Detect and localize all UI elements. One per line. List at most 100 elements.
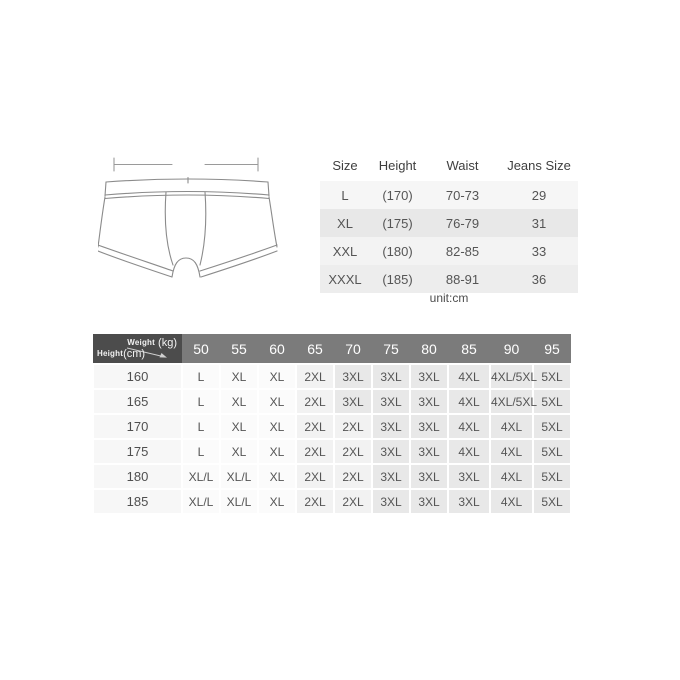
size-cell: 2XL [295,388,335,415]
height-row-label: 170 [92,413,183,440]
size-cell: 4XL [489,438,534,465]
size-cell: 3XL [409,438,449,465]
size-cell: 3XL [371,438,411,465]
corner-height-label: Height(cm) [97,348,146,360]
size-cell: 3XL [409,463,449,490]
col-header-height: Height [370,149,425,181]
size-cell: XL [257,438,297,465]
table-row: XL (175) 76-79 31 [320,209,578,237]
size-cell: 3XL [371,388,411,415]
size-value: XL [320,209,370,237]
jeans-size-value: 36 [500,265,578,293]
size-cell: 2XL [295,363,335,390]
height-weight-size-matrix: Weight (kg) Height(cm) 50 55 60 65 70 75… [92,334,572,515]
table-row: 175 L XL XL 2XL 2XL 3XL 3XL 4XL 4XL 5XL [92,438,572,465]
col-header-waist: Waist [425,149,500,181]
size-cell: 4XL [447,388,491,415]
size-cell: XL [219,363,259,390]
size-chart-table: Size Height Waist Jeans Size L (170) 70-… [320,149,578,293]
col-header-jeans-size: Jeans Size [500,149,578,181]
height-row-label: 160 [92,363,183,390]
table-row: XXXL (185) 88-91 36 [320,265,578,293]
boxer-briefs-line-drawing-icon [98,157,278,278]
height-value: (180) [370,237,425,265]
size-cell: XL [219,438,259,465]
size-cell: 4XL [489,463,534,490]
waist-measurement-line-icon [113,157,259,172]
size-cell: XL [257,388,297,415]
waist-value: 70-73 [425,181,500,209]
size-cell: 3XL [333,388,373,415]
table-row: 170 L XL XL 2XL 2XL 3XL 3XL 4XL 4XL 5XL [92,413,572,440]
size-cell: 5XL [532,463,572,490]
size-cell: XL/L [219,463,259,490]
size-cell: 3XL [371,413,411,440]
height-value: (175) [370,209,425,237]
col-header-size: Size [320,149,370,181]
size-cell: 3XL [447,488,491,515]
size-cell: 3XL [409,363,449,390]
table-row: 165 L XL XL 2XL 3XL 3XL 3XL 4XL 4XL/5XL … [92,388,572,415]
table-row: 160 L XL XL 2XL 3XL 3XL 3XL 4XL 4XL/5XL … [92,363,572,390]
size-cell: 5XL [532,388,572,415]
height-value: (185) [370,265,425,293]
size-cell: 3XL [447,463,491,490]
size-cell: 5XL [532,413,572,440]
weight-column-header: 80 [410,334,448,364]
matrix-header-row: Weight (kg) Height(cm) 50 55 60 65 70 75… [93,334,571,364]
waist-value: 88-91 [425,265,500,293]
waist-value: 82-85 [425,237,500,265]
size-cell: XL [219,413,259,440]
height-row-label: 175 [92,438,183,465]
size-cell: 2XL [333,438,373,465]
table-row: L (170) 70-73 29 [320,181,578,209]
size-cell: XL [257,488,297,515]
corner-header-cell: Weight (kg) Height(cm) [93,334,182,364]
height-value: (170) [370,181,425,209]
weight-column-header: 90 [490,334,533,364]
size-cell: XL [257,363,297,390]
jeans-size-value: 29 [500,181,578,209]
size-cell: 2XL [295,438,335,465]
size-cell: 2XL [333,488,373,515]
diagonal-divider-icon [126,347,167,358]
size-cell: 3XL [409,388,449,415]
size-chart-header-row: Size Height Waist Jeans Size [320,149,578,181]
size-cell: 4XL [489,488,534,515]
size-cell: 3XL [371,463,411,490]
weight-column-header: 75 [372,334,410,364]
size-cell: 4XL/5XL [489,363,537,390]
waist-value: 76-79 [425,209,500,237]
size-cell: XL [219,388,259,415]
height-row-label: 185 [92,488,183,515]
size-cell: 2XL [295,413,335,440]
size-cell: 5XL [532,488,572,515]
size-cell: 3XL [409,488,449,515]
size-cell: XL/L [181,488,221,515]
jeans-size-value: 31 [500,209,578,237]
weight-column-header: 65 [296,334,334,364]
size-cell: 4XL [447,363,491,390]
size-cell: L [181,388,221,415]
table-row: 180 XL/L XL/L XL 2XL 2XL 3XL 3XL 3XL 4XL… [92,463,572,490]
height-row-label: 180 [92,463,183,490]
corner-weight-label: Weight (kg) [127,337,177,349]
size-cell: L [181,363,221,390]
weight-column-header: 55 [220,334,258,364]
size-cell: 2XL [333,463,373,490]
size-cell: 4XL [447,438,491,465]
weight-column-header: 85 [448,334,490,364]
size-cell: XL/L [181,463,221,490]
size-cell: 3XL [409,413,449,440]
weight-column-header: 60 [258,334,296,364]
jeans-size-value: 33 [500,237,578,265]
size-cell: XL/L [219,488,259,515]
size-cell: 4XL [489,413,534,440]
size-cell: 3XL [371,363,411,390]
unit-note: unit:cm [429,291,469,305]
size-value: XXL [320,237,370,265]
size-cell: 2XL [295,488,335,515]
size-cell: 2XL [333,413,373,440]
size-value: XXXL [320,265,370,293]
